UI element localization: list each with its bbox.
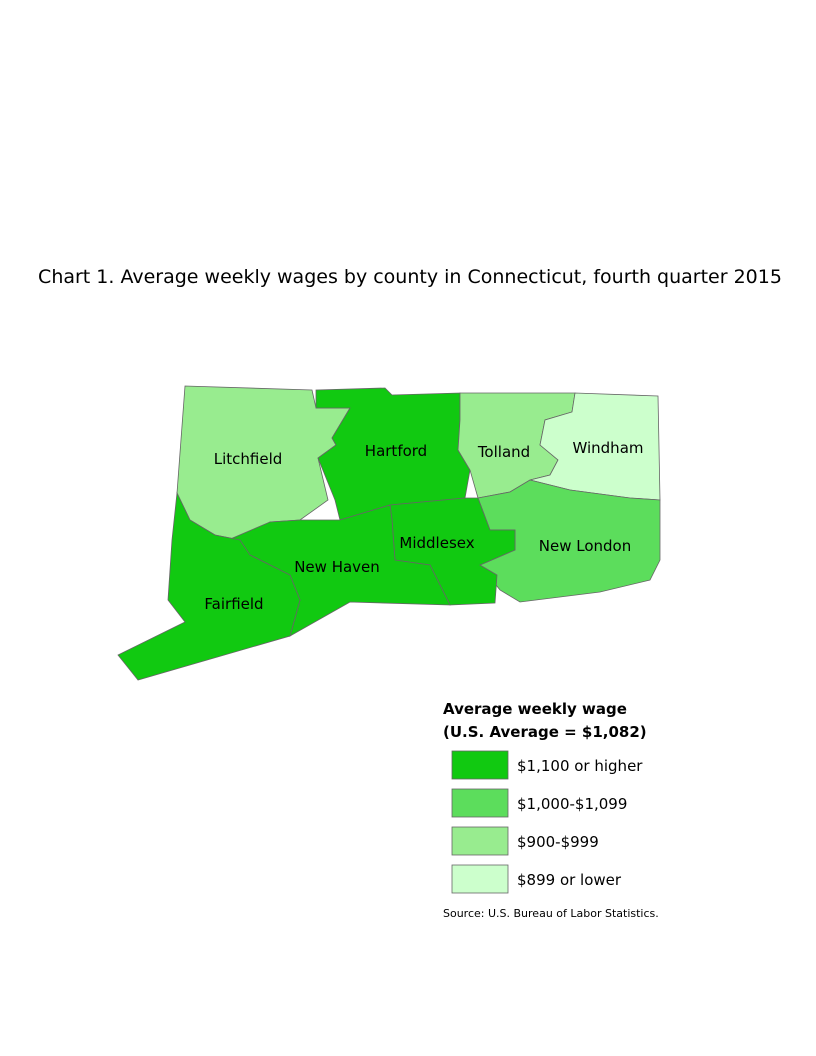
county-label: Tolland xyxy=(477,443,530,461)
county-label: Fairfield xyxy=(204,595,263,613)
county-label: New Haven xyxy=(294,558,380,576)
legend-label: $1,000-$1,099 xyxy=(517,795,627,813)
title: Chart 1. Average weekly wages by county … xyxy=(38,266,782,288)
legend-items: $1,100 or higher $1,000-$1,099 $900-$999 $8… xyxy=(451,750,643,894)
county-windham xyxy=(529,392,661,501)
county-label: Litchfield xyxy=(214,450,283,468)
legend-swatch xyxy=(451,826,509,856)
county-label: Hartford xyxy=(365,442,427,460)
legend-label: $900-$999 xyxy=(517,833,599,851)
legend-title: (U.S. Average = $1,082) xyxy=(443,723,647,741)
legend-label: $1,100 or higher xyxy=(517,757,643,775)
map: Litchfield Hartford Tolland Windham New … xyxy=(117,385,661,681)
county-fairfield xyxy=(117,491,301,681)
county-label: Middlesex xyxy=(399,534,474,552)
legend-swatch xyxy=(451,750,509,780)
county-label: New London xyxy=(539,537,631,555)
legend-label: $899 or lower xyxy=(517,871,622,889)
county-label: Windham xyxy=(572,439,643,457)
legend-swatch xyxy=(451,788,509,818)
legend: Average weekly wage (U.S. Average = $1,0… xyxy=(443,700,647,894)
legend-title: Average weekly wage xyxy=(443,700,627,718)
legend-swatch xyxy=(451,864,509,894)
source: Source: U.S. Bureau of Labor Statistics. xyxy=(443,907,659,920)
